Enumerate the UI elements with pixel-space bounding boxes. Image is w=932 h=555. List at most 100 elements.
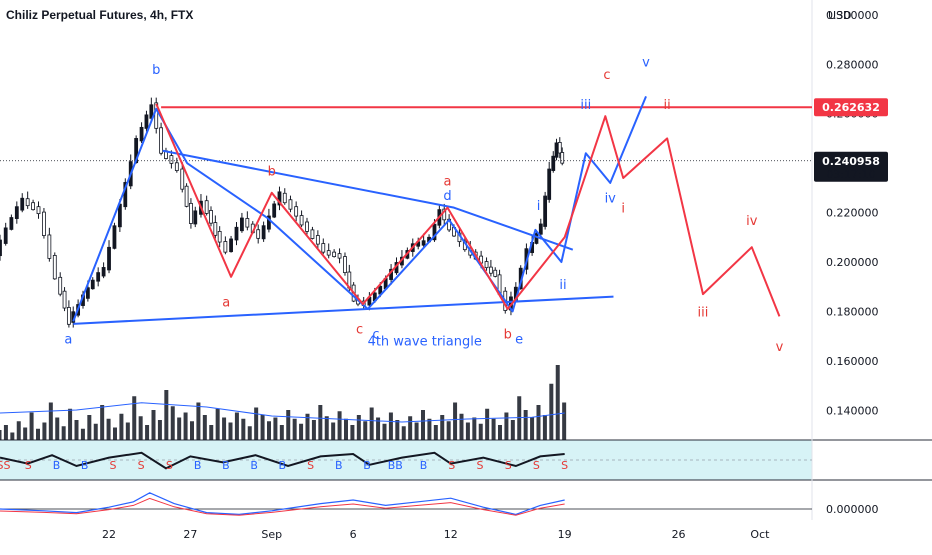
momentum-panel-bg xyxy=(0,480,812,520)
price-axis: USD0.3000000.2800000.2600000.2400000.220… xyxy=(814,9,888,516)
price-tick-label: 0.160000 xyxy=(826,355,879,368)
signal-marker: B xyxy=(363,459,371,472)
candle-body xyxy=(193,210,198,225)
candle-body xyxy=(310,229,315,239)
volume-bar xyxy=(491,418,496,440)
volume-bar xyxy=(356,415,361,440)
time-axis: 22 27 Sep 6 12 19 26 Oct xyxy=(102,528,770,541)
signal-marker: B xyxy=(420,459,428,472)
candle-body xyxy=(101,267,106,277)
time-tick-label: Oct xyxy=(750,528,770,541)
candle-body xyxy=(112,225,117,249)
volume-bar xyxy=(517,396,522,440)
wave-label: c xyxy=(603,68,610,83)
candle-body xyxy=(272,203,277,218)
wave-label: c xyxy=(372,328,379,343)
volume-bar xyxy=(80,428,85,440)
candle-body xyxy=(343,256,347,274)
wave-label: d xyxy=(443,189,451,204)
volume-bar xyxy=(61,426,66,440)
volume-bar xyxy=(55,417,60,440)
volume-bar xyxy=(376,417,381,440)
signal-marker: S xyxy=(138,459,145,472)
wave-label: b xyxy=(504,328,512,343)
price-tag-label: 0.240958 xyxy=(822,155,880,168)
candle-body xyxy=(66,307,71,325)
currency-label: USD xyxy=(828,9,852,22)
candle-body xyxy=(294,206,299,217)
candle-body xyxy=(267,215,271,230)
volume-bar xyxy=(241,418,246,440)
candle-body xyxy=(0,239,2,257)
wave-label: iii xyxy=(698,305,709,320)
volume-bar xyxy=(93,423,98,440)
candle-body xyxy=(20,197,25,211)
time-tick-label: 22 xyxy=(102,528,116,541)
volume-bar xyxy=(305,413,310,440)
candle-body xyxy=(282,192,287,204)
time-tick-label: 26 xyxy=(672,528,686,541)
candle-body xyxy=(547,168,552,200)
signal-marker: S xyxy=(561,459,568,472)
candle-body xyxy=(204,200,209,214)
volume-bar xyxy=(209,425,214,440)
volume-bar xyxy=(433,425,438,440)
volume-bar xyxy=(234,412,239,440)
volume-bar xyxy=(414,422,419,440)
signal-marker: B xyxy=(53,459,61,472)
price-tick-label: 0.180000 xyxy=(826,305,879,318)
wave-label: a xyxy=(64,333,72,348)
volume-bar xyxy=(189,421,194,440)
volume-bar xyxy=(125,422,130,440)
volume-bar xyxy=(440,415,445,440)
oscillator-line xyxy=(0,451,565,470)
wave-label: ii xyxy=(664,98,671,113)
volume-bar xyxy=(222,417,227,440)
volume-bar xyxy=(151,410,156,440)
candle-body xyxy=(117,203,122,228)
candle-body xyxy=(421,240,426,246)
volume-bar xyxy=(157,420,162,440)
time-tick-label: 27 xyxy=(183,528,197,541)
volume-bar xyxy=(29,412,34,440)
signal-marker: BB xyxy=(388,459,403,472)
momentum-line-red xyxy=(0,497,565,516)
volume-bar xyxy=(87,415,92,440)
volume-bar xyxy=(523,410,528,440)
candle-body xyxy=(332,251,337,258)
candle-body xyxy=(62,290,67,309)
countdown-label: 03:17:10 xyxy=(826,168,875,181)
volume-bar xyxy=(196,402,201,440)
price-tag-bg xyxy=(814,151,888,182)
candle-body xyxy=(209,210,213,224)
pattern-annotation: 4th wave triangle xyxy=(368,335,482,350)
candle-body xyxy=(25,198,30,207)
volume-bar xyxy=(23,427,28,440)
candle-body xyxy=(551,155,556,171)
candle-body xyxy=(149,104,154,119)
signal-marker: B xyxy=(194,459,202,472)
volume-bar xyxy=(446,421,451,440)
volume-bar xyxy=(510,420,515,440)
candle-body xyxy=(299,215,304,226)
volume-bar xyxy=(427,418,432,440)
candle-body xyxy=(288,199,293,210)
volume-bar xyxy=(183,412,188,440)
volume-bar xyxy=(68,408,73,440)
price-tag-bg xyxy=(814,98,888,117)
volume-bar xyxy=(0,430,2,440)
volume-bar xyxy=(16,421,21,440)
price-tick-label: 0.220000 xyxy=(826,207,879,220)
candle-body xyxy=(107,246,111,271)
candle-body xyxy=(154,102,159,129)
volume-bar xyxy=(10,432,15,440)
wave-label: v xyxy=(776,340,784,355)
candle-body xyxy=(144,114,149,129)
volume-bar xyxy=(459,413,464,440)
candle-body xyxy=(223,241,228,253)
candle-body xyxy=(58,276,63,295)
wave-label: c xyxy=(356,323,363,338)
candle-body xyxy=(321,243,326,253)
